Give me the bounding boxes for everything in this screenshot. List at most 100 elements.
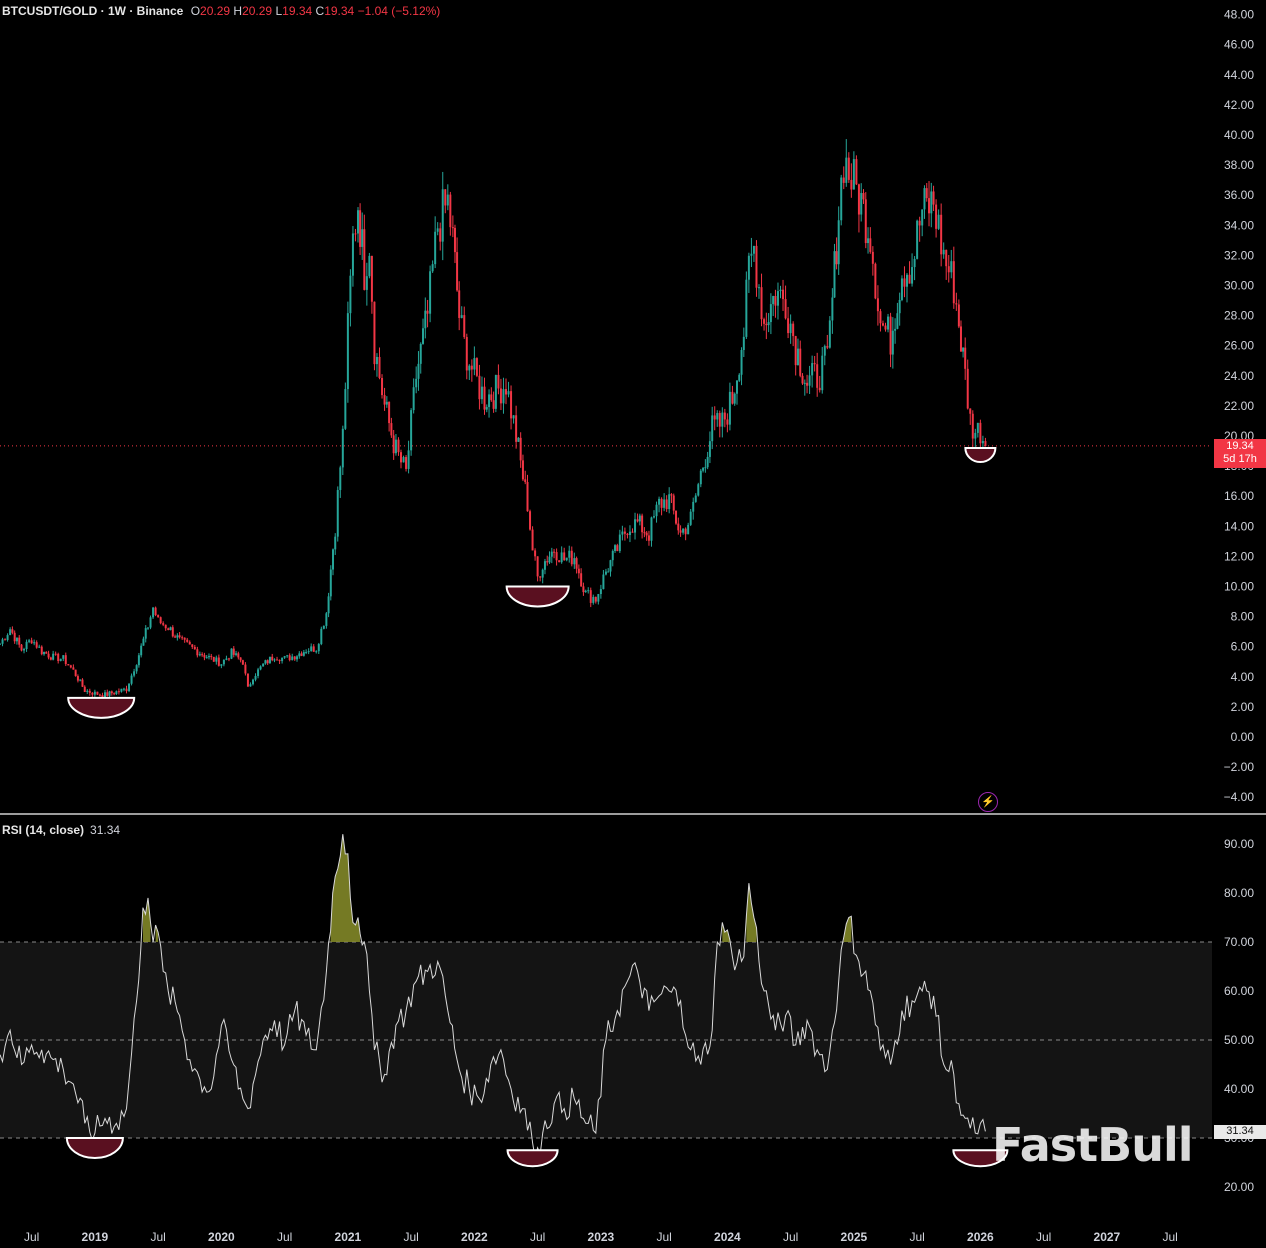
- candle-body: [592, 596, 595, 603]
- candle-body: [937, 214, 940, 229]
- close-label: C: [315, 4, 325, 18]
- candle-body: [979, 422, 982, 444]
- candle-body: [257, 669, 260, 676]
- candle-body: [682, 528, 685, 533]
- candle-body: [558, 560, 561, 563]
- candle-body: [59, 658, 62, 661]
- candle-body: [397, 439, 400, 453]
- candle-body: [400, 452, 403, 463]
- candle-body: [281, 657, 284, 662]
- candle-body: [62, 655, 65, 659]
- candle-body: [485, 407, 488, 410]
- candle-body: [900, 278, 903, 300]
- candle-body: [971, 413, 974, 439]
- candle-body: [329, 569, 332, 597]
- candle-body: [74, 669, 77, 677]
- lightning-icon[interactable]: ⚡: [978, 792, 998, 812]
- candle-body: [930, 191, 933, 214]
- candle-body: [494, 374, 497, 409]
- price-y-tick: 46.00: [1224, 38, 1254, 52]
- candle-body: [235, 653, 238, 655]
- price-y-tick: 28.00: [1224, 309, 1254, 323]
- candle-body: [618, 534, 621, 552]
- candle-body: [176, 635, 179, 638]
- candle-body: [728, 391, 731, 425]
- x-axis-tick: Jul: [150, 1230, 165, 1244]
- price-y-tick: 24.00: [1224, 369, 1254, 383]
- candle-body: [546, 561, 549, 563]
- candle-body: [144, 628, 147, 639]
- candle-body: [675, 510, 678, 524]
- candle-body: [28, 640, 31, 642]
- price-y-tick: −2.00: [1224, 760, 1255, 774]
- candle-body: [317, 644, 320, 652]
- candle-body: [792, 323, 795, 337]
- x-axis-tick: 2026: [967, 1230, 994, 1244]
- candle-body: [957, 304, 960, 327]
- candle-body: [205, 657, 208, 659]
- price-y-tick: 12.00: [1224, 549, 1254, 563]
- candle-body: [232, 648, 235, 655]
- candle-body: [349, 275, 352, 314]
- candle-body: [52, 653, 55, 660]
- candle-body: [4, 639, 7, 641]
- candle-body: [57, 653, 60, 661]
- candle-body: [419, 343, 422, 364]
- candle-body: [325, 613, 328, 626]
- candle-body: [828, 320, 831, 348]
- candle-body: [456, 252, 459, 291]
- candle-body: [921, 209, 924, 226]
- candle-body: [860, 193, 863, 215]
- x-axis-tick: Jul: [1036, 1230, 1051, 1244]
- change-value: −1.04 (−5.12%): [357, 4, 441, 18]
- candle-body: [747, 255, 750, 280]
- open-value: 20.29: [200, 4, 231, 18]
- candle-body: [13, 632, 16, 642]
- rsi-overbought-fill: [843, 916, 852, 942]
- candle-body: [531, 529, 534, 551]
- price-y-tick: 32.00: [1224, 248, 1254, 262]
- candle-body: [894, 328, 897, 331]
- candle-body: [110, 691, 113, 694]
- axis-layer: 48.00 46.00 44.00 42.00 40.00 38.00 36.00 34.00…: [24, 8, 1254, 1244]
- candle-body: [96, 691, 99, 695]
- candle-body: [826, 346, 829, 348]
- price-y-tick: 4.00: [1231, 670, 1255, 684]
- candle-body: [952, 261, 955, 304]
- candle-body: [779, 289, 782, 292]
- price-pane: [0, 139, 1212, 719]
- candle-body: [874, 263, 877, 299]
- candle-body: [769, 304, 772, 323]
- ohlc-legend: BTCUSDT/GOLD · 1W · Binance O20.29 H20.2…: [2, 4, 440, 18]
- x-axis-tick: 2025: [841, 1230, 868, 1244]
- candle-body: [334, 536, 337, 550]
- candle-body: [171, 627, 174, 637]
- bottom-marker: [964, 447, 997, 463]
- candle-body: [823, 346, 826, 356]
- price-y-tick: 22.00: [1224, 399, 1254, 413]
- candle-body: [959, 326, 962, 352]
- candle-body: [512, 415, 515, 419]
- candle-body: [300, 653, 303, 656]
- price-y-tick: 42.00: [1224, 98, 1254, 112]
- candle-body: [222, 659, 225, 665]
- candle-body: [871, 251, 874, 264]
- candle-body: [855, 159, 858, 185]
- candle-body: [212, 656, 215, 662]
- candle-body: [750, 253, 753, 256]
- candle-body: [458, 290, 461, 318]
- candle-body: [879, 311, 882, 324]
- rsi-legend[interactable]: RSI (14, close) 31.34: [2, 823, 120, 837]
- candle-body: [246, 673, 249, 687]
- candle-body: [896, 313, 899, 329]
- candle-body: [911, 267, 914, 284]
- candle-body: [283, 656, 286, 658]
- candle-body: [186, 639, 189, 642]
- candle-body: [227, 658, 230, 660]
- candle-body: [898, 299, 901, 314]
- candle-body: [207, 656, 210, 658]
- candle-body: [475, 358, 478, 376]
- candle-body: [444, 189, 447, 206]
- candle-body: [394, 439, 397, 454]
- last-price-tag: 19.34 5d 17h: [1214, 439, 1266, 468]
